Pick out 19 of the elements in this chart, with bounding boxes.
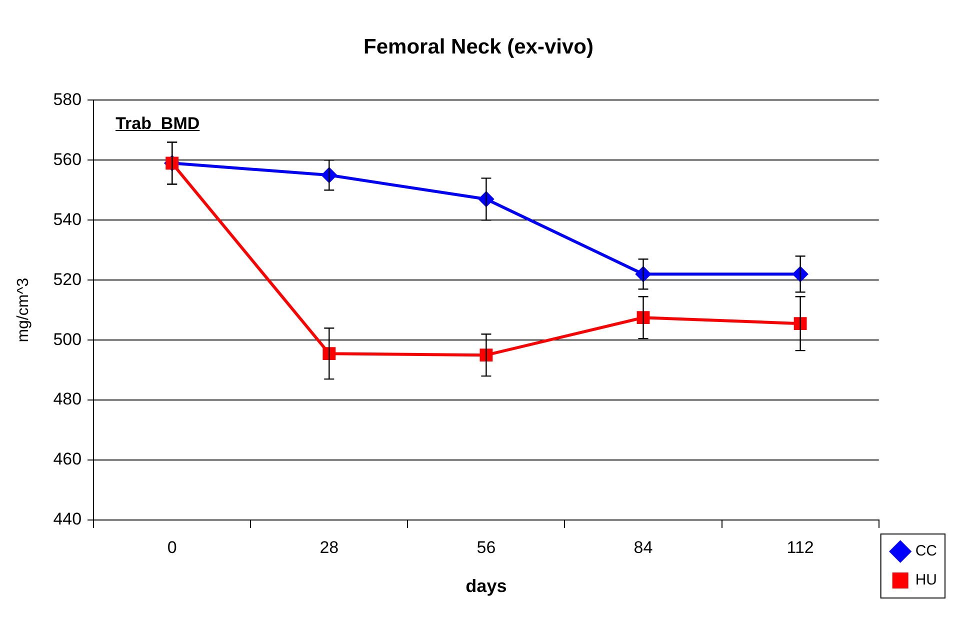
x-tick-label: 0 (167, 538, 177, 557)
y-tick-label: 440 (53, 510, 82, 529)
y-tick-label: 480 (53, 390, 82, 409)
x-tick-label: 56 (476, 538, 496, 557)
y-tick-label: 500 (53, 330, 82, 349)
x-axis-title: days (466, 576, 507, 596)
y-tick-label: 580 (53, 90, 82, 109)
x-tick-label: 112 (786, 538, 814, 557)
y-tick-label: 520 (53, 270, 82, 289)
legend-label: HU (915, 572, 938, 589)
y-tick-label: 460 (53, 450, 82, 469)
legend-label: CC (915, 542, 938, 560)
y-tick-label: 560 (53, 150, 82, 169)
chart-title: Femoral Neck (ex-vivo) (364, 35, 594, 58)
y-tick-label: 540 (53, 210, 82, 229)
y-axis-title: mg/cm^3 (15, 278, 32, 342)
x-tick-label: 84 (634, 538, 653, 557)
x-tick-label: 28 (320, 538, 339, 557)
annotation: Trab_BMD (116, 114, 200, 134)
